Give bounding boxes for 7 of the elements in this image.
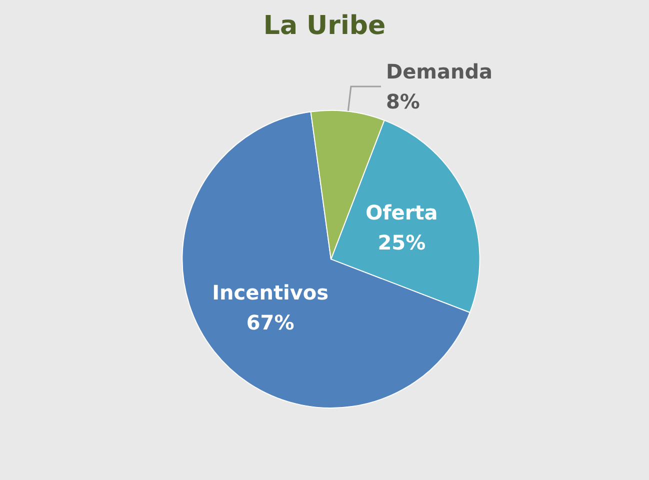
slice-label: Oferta [366, 200, 438, 225]
data-label: 8% [386, 90, 420, 114]
data-label: 25% [378, 230, 426, 255]
chart-title: La Uribe [263, 11, 386, 41]
data-label: 67% [246, 310, 294, 334]
slice-label: Incentivos [212, 280, 329, 304]
slice-label: Demanda [386, 60, 493, 84]
